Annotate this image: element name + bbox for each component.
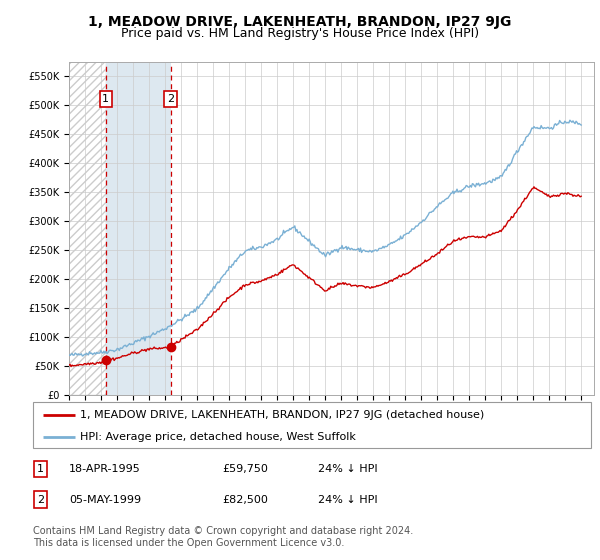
Text: £82,500: £82,500 [222, 494, 268, 505]
Text: 05-MAY-1999: 05-MAY-1999 [69, 494, 141, 505]
FancyBboxPatch shape [33, 402, 591, 448]
Bar [106, 62, 170, 395]
Text: Contains HM Land Registry data © Crown copyright and database right 2024.
This d: Contains HM Land Registry data © Crown c… [33, 526, 413, 548]
Text: 1: 1 [103, 94, 109, 104]
Text: 18-APR-1995: 18-APR-1995 [69, 464, 141, 474]
Text: 2: 2 [37, 494, 44, 505]
Text: 24% ↓ HPI: 24% ↓ HPI [318, 494, 377, 505]
Text: 1, MEADOW DRIVE, LAKENHEATH, BRANDON, IP27 9JG: 1, MEADOW DRIVE, LAKENHEATH, BRANDON, IP… [88, 15, 512, 29]
Text: 2: 2 [167, 94, 174, 104]
Text: £59,750: £59,750 [222, 464, 268, 474]
Text: 24% ↓ HPI: 24% ↓ HPI [318, 464, 377, 474]
Text: HPI: Average price, detached house, West Suffolk: HPI: Average price, detached house, West… [80, 432, 356, 441]
Text: 1: 1 [37, 464, 44, 474]
Text: Price paid vs. HM Land Registry's House Price Index (HPI): Price paid vs. HM Land Registry's House … [121, 27, 479, 40]
Bar [69, 62, 106, 395]
Text: 1, MEADOW DRIVE, LAKENHEATH, BRANDON, IP27 9JG (detached house): 1, MEADOW DRIVE, LAKENHEATH, BRANDON, IP… [80, 410, 485, 420]
